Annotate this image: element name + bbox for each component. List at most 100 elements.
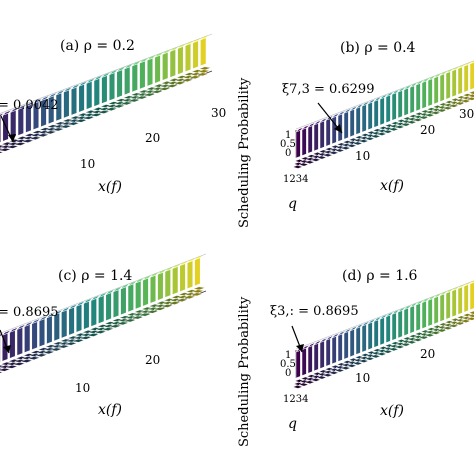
bar-top <box>93 75 103 81</box>
floor-tile <box>460 99 472 103</box>
panel-d-floor <box>292 310 474 389</box>
bar-top <box>391 309 400 315</box>
bar <box>177 46 184 75</box>
bar <box>24 324 31 353</box>
panel-d-xtick-2: 20 <box>420 347 435 361</box>
bar-top <box>361 321 370 327</box>
panel-d-ytick-1: 1 <box>285 350 291 361</box>
grid-line <box>0 33 213 114</box>
floor-tile <box>131 315 145 320</box>
bar <box>349 328 355 358</box>
floor-tile <box>36 133 50 138</box>
bar <box>61 309 68 339</box>
bar <box>105 292 112 322</box>
panel-c-xtick-2: 20 <box>145 353 160 367</box>
floor-tile <box>59 124 73 129</box>
floor-tile <box>466 316 474 321</box>
bar <box>63 89 70 119</box>
panel-a-bars <box>0 33 213 151</box>
floor-tile <box>346 143 358 148</box>
bar-top <box>307 122 316 128</box>
floor-tile <box>394 125 406 129</box>
panel-b-qticks: 1234 <box>283 174 309 185</box>
bar <box>445 71 451 100</box>
bar <box>397 90 403 119</box>
bar <box>427 78 433 107</box>
panel-c-floor <box>0 286 206 374</box>
floor-tile <box>123 318 137 323</box>
floor-tile <box>34 353 48 358</box>
panel-d-xlabel: x(f) <box>380 403 404 419</box>
bar <box>93 78 100 107</box>
bar-top <box>40 95 50 102</box>
panel-d-qlabel: q <box>288 416 297 432</box>
floor-tile <box>316 375 328 380</box>
bar <box>127 283 134 313</box>
bar <box>445 291 451 320</box>
bar <box>457 66 463 95</box>
panel-a-xtick-2: 20 <box>145 131 160 145</box>
bar <box>68 306 75 336</box>
bar <box>186 260 194 290</box>
bar <box>301 127 307 157</box>
bar <box>120 286 127 316</box>
floor-tile <box>442 106 454 110</box>
floor-tile <box>310 378 322 382</box>
grid-line <box>295 60 474 130</box>
floor-tile <box>468 310 474 315</box>
bar-top <box>337 110 346 116</box>
bar-top <box>83 298 93 304</box>
floor-tile <box>352 141 364 146</box>
bar <box>385 314 391 344</box>
bar <box>337 333 343 362</box>
floor-tile <box>116 321 130 326</box>
bar <box>433 75 439 105</box>
floor-tile <box>292 165 304 169</box>
bar <box>355 326 361 355</box>
floor-tile <box>191 289 205 294</box>
floor-tile <box>436 108 448 113</box>
floor-tile <box>418 115 430 120</box>
floor-tile <box>27 356 41 360</box>
bar-top <box>2 329 11 336</box>
floor-tile <box>97 110 111 114</box>
bar <box>469 62 474 91</box>
bar <box>343 331 349 360</box>
floor-tile <box>406 120 418 125</box>
bar <box>427 298 433 327</box>
floor-tile <box>74 118 88 123</box>
bar <box>361 324 367 353</box>
floor-tile <box>153 307 167 311</box>
floor-tile <box>448 324 460 328</box>
bar <box>439 293 445 322</box>
bar <box>403 307 409 337</box>
bar <box>295 349 301 379</box>
bar-top <box>319 337 328 343</box>
panel-b-annotation: ξ7,3 = 0.6299 <box>282 82 374 97</box>
floor-tile <box>175 298 189 302</box>
panel-b-xtick-2: 20 <box>420 123 435 137</box>
bar-top <box>391 89 400 95</box>
floor-tile <box>468 90 474 95</box>
bar-top <box>349 105 358 112</box>
floor-tile <box>165 84 179 88</box>
panel-b-qlabel: q <box>288 196 297 212</box>
bar-top <box>379 314 388 320</box>
floor-tile <box>364 136 376 141</box>
floor-tile <box>28 136 42 140</box>
floor-tile <box>188 75 202 80</box>
bar-top <box>39 315 48 322</box>
floor-tile <box>436 328 448 333</box>
bar <box>397 310 403 339</box>
bar <box>200 37 207 67</box>
bar <box>313 342 319 372</box>
floor-tile <box>51 127 65 132</box>
floor-tile <box>173 81 187 85</box>
panel-c-arrowhead <box>3 345 11 353</box>
floor-tile <box>328 151 340 155</box>
floor-tile <box>400 122 412 127</box>
bar-top <box>86 78 96 84</box>
floor-tile <box>13 142 27 146</box>
bar-top <box>46 312 56 319</box>
floor-tile <box>412 118 424 122</box>
